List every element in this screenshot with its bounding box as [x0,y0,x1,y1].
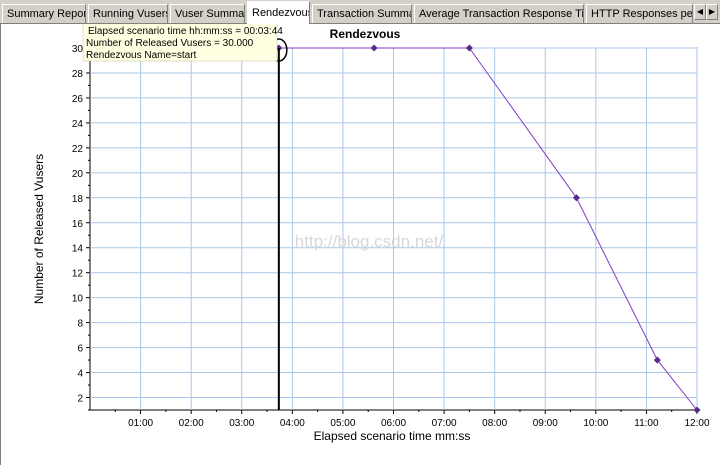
y-tick-label: 2 [77,394,83,405]
tab-scroll-right-icon[interactable]: ▶ [706,4,718,20]
y-tick-label: 14 [72,244,84,255]
x-tick-label: 04:00 [280,418,305,429]
x-tick-label: 09:00 [533,418,558,429]
x-tick-label: 05:00 [330,418,355,429]
tooltip-value: Number of Released Vusers = 30.000 [86,38,254,49]
y-tick-label: 20 [72,169,84,180]
x-tick-label: 03:00 [229,418,254,429]
x-tick-label: 06:00 [381,418,406,429]
chart-title: Rendezvous [330,27,401,41]
graph-panel: Rendezvous 2 4 6 8 10 12 14 16 18 20 22 24 26 28 30 01… [0,21,720,465]
y-tick-label: 16 [72,219,84,230]
tab-average-transaction-response-time[interactable]: Average Transaction Response Time [414,4,584,23]
y-tick-label: 24 [72,119,84,130]
tab-http-responses-per-second[interactable]: HTTP Responses per Second [586,4,693,23]
x-tick-label: 01:00 [128,418,153,429]
data-point[interactable] [693,406,701,414]
tooltip-time: Elapsed scenario time hh:mm:ss = 00:03:4… [88,26,283,37]
y-tick-label: 8 [77,319,83,330]
y-tick-label: 12 [72,269,84,280]
x-tick-label: 07:00 [432,418,457,429]
y-axis-label: Number of Released Vusers [32,154,46,304]
grid-lines [90,47,698,410]
y-tick-label: 6 [77,344,83,355]
tooltip-rendezvous-name: Rendezvous Name=start [86,50,197,61]
data-point[interactable] [370,44,378,52]
tab-running-vusers[interactable]: Running Vusers [88,4,168,23]
data-point[interactable] [572,194,580,202]
x-tick-label: 08:00 [482,418,507,429]
x-axis-label: Elapsed scenario time mm:ss [314,429,471,443]
tooltip-box [82,21,278,62]
y-tick-label: 26 [72,94,84,105]
x-tick-label: 11:00 [634,418,659,429]
tab-bar: Summary Report Running Vusers Vuser Summa r… [0,0,720,24]
tab-transaction-summary[interactable]: Transaction Summary [312,4,412,23]
y-tick-label: 18 [72,194,84,205]
x-tick-label: 10:00 [583,418,608,429]
y-tick-label: 4 [77,369,83,380]
x-axis-ticks: 01:00 02:00 03:00 04:00 05:00 06:00 07:00 08:00… [114,410,710,429]
y-tick-label: 28 [72,69,84,80]
tab-summary-report[interactable]: Summary Report [2,4,86,23]
data-point[interactable] [465,44,473,52]
tab-rendezvous[interactable]: Rendezvous [247,1,310,24]
tab-scroll-left-icon[interactable]: ◀ [694,4,706,20]
y-tick-label: 30 [72,44,84,55]
x-tick-label: 02:00 [179,418,204,429]
x-tick-label: 12:00 [684,418,709,429]
tab-vuser-summary[interactable]: Vuser Summary [170,4,245,23]
y-tick-label: 22 [72,144,84,155]
y-tick-label: 10 [72,294,84,305]
tooltip: Elapsed scenario time hh:mm:ss = 00:03:4… [82,21,283,62]
series-line [278,47,698,411]
watermark: http://blog.csdn.net/ [295,232,444,251]
data-point[interactable] [653,356,661,364]
